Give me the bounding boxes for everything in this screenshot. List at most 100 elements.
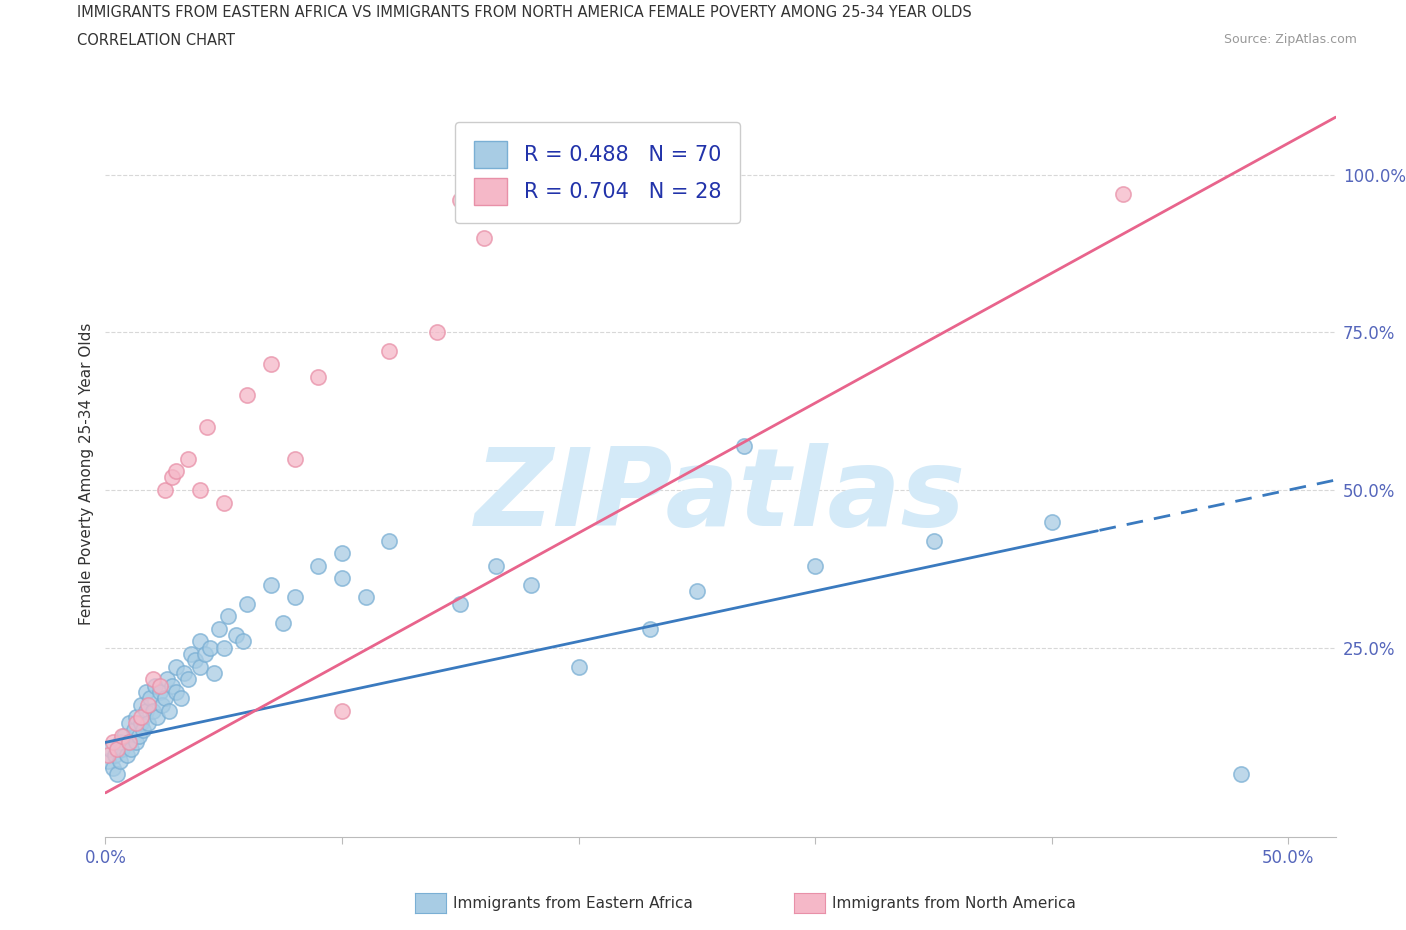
Point [111,741,134,756]
Point [157,703,180,718]
Point [177,671,200,686]
Point [804,558,827,573]
Point [225,628,247,643]
Point [568,659,591,674]
Point [153,483,176,498]
Point [118,716,141,731]
Text: IMMIGRANTS FROM EASTERN AFRICA VS IMMIGRANTS FROM NORTH AMERICA FEMALE POVERTY A: IMMIGRANTS FROM EASTERN AFRICA VS IMMIGR… [77,5,972,20]
Point [180,646,202,661]
Point [156,671,179,686]
Point [217,609,239,624]
Point [108,735,131,750]
Point [118,735,141,750]
Point [426,325,449,339]
Point [260,578,283,592]
Point [121,741,143,756]
Point [112,728,135,743]
Point [125,710,148,724]
Point [198,641,221,656]
Point [378,533,401,548]
Point [125,716,148,731]
Point [1230,766,1253,781]
Point [146,710,169,724]
Point [111,728,134,743]
Point [330,571,353,586]
Point [135,703,157,718]
Point [128,728,150,743]
Point [125,735,148,750]
Text: ZIPatlas: ZIPatlas [475,443,966,549]
Point [105,741,128,756]
Point [307,558,329,573]
Point [449,596,471,611]
Point [142,703,165,718]
Point [236,388,259,403]
Point [188,483,211,498]
Point [165,684,187,699]
Point [212,641,235,656]
Point [160,470,183,485]
Point [97,754,120,769]
Point [378,344,401,359]
Point [212,496,235,511]
Point [260,356,283,371]
Point [520,578,543,592]
Point [284,451,307,466]
Point [184,653,207,668]
Point [232,634,254,649]
Point [354,590,377,604]
Point [485,558,508,573]
Point [177,451,200,466]
Point [686,583,709,598]
Point [733,438,755,453]
Point [104,748,127,763]
Point [122,723,145,737]
Point [170,691,193,706]
Point [149,684,172,699]
Point [922,533,945,548]
Point [284,590,307,604]
Point [143,678,166,693]
Point [98,741,121,756]
Point [638,621,661,636]
Point [165,659,187,674]
Y-axis label: Female Poverty Among 25-34 Year Olds: Female Poverty Among 25-34 Year Olds [79,323,94,626]
Point [1040,514,1063,529]
Text: CORRELATION CHART: CORRELATION CHART [77,33,235,47]
Point [129,710,152,724]
Point [129,716,152,731]
Point [97,748,120,763]
Point [1112,186,1135,201]
Point [139,691,162,706]
Text: Immigrants from North America: Immigrants from North America [832,896,1076,910]
Point [496,206,519,220]
Point [194,646,217,661]
Point [142,671,165,686]
Point [153,691,176,706]
Point [330,703,353,718]
Point [136,716,159,731]
Point [129,698,152,712]
Point [236,596,259,611]
Point [449,193,471,207]
Point [330,546,353,561]
Point [132,723,155,737]
Point [105,766,128,781]
Point [472,231,495,246]
Point [101,760,124,775]
Point [307,369,329,384]
Point [149,678,172,693]
Legend: R = 0.488   N = 70, R = 0.704   N = 28: R = 0.488 N = 70, R = 0.704 N = 28 [456,122,740,223]
Point [108,754,131,769]
Point [135,684,157,699]
Point [136,698,159,712]
Point [195,419,218,434]
Point [115,748,138,763]
Point [165,464,187,479]
Point [150,698,173,712]
Point [160,678,183,693]
Point [208,621,231,636]
Point [173,666,195,681]
Text: Source: ZipAtlas.com: Source: ZipAtlas.com [1223,33,1357,46]
Point [188,659,211,674]
